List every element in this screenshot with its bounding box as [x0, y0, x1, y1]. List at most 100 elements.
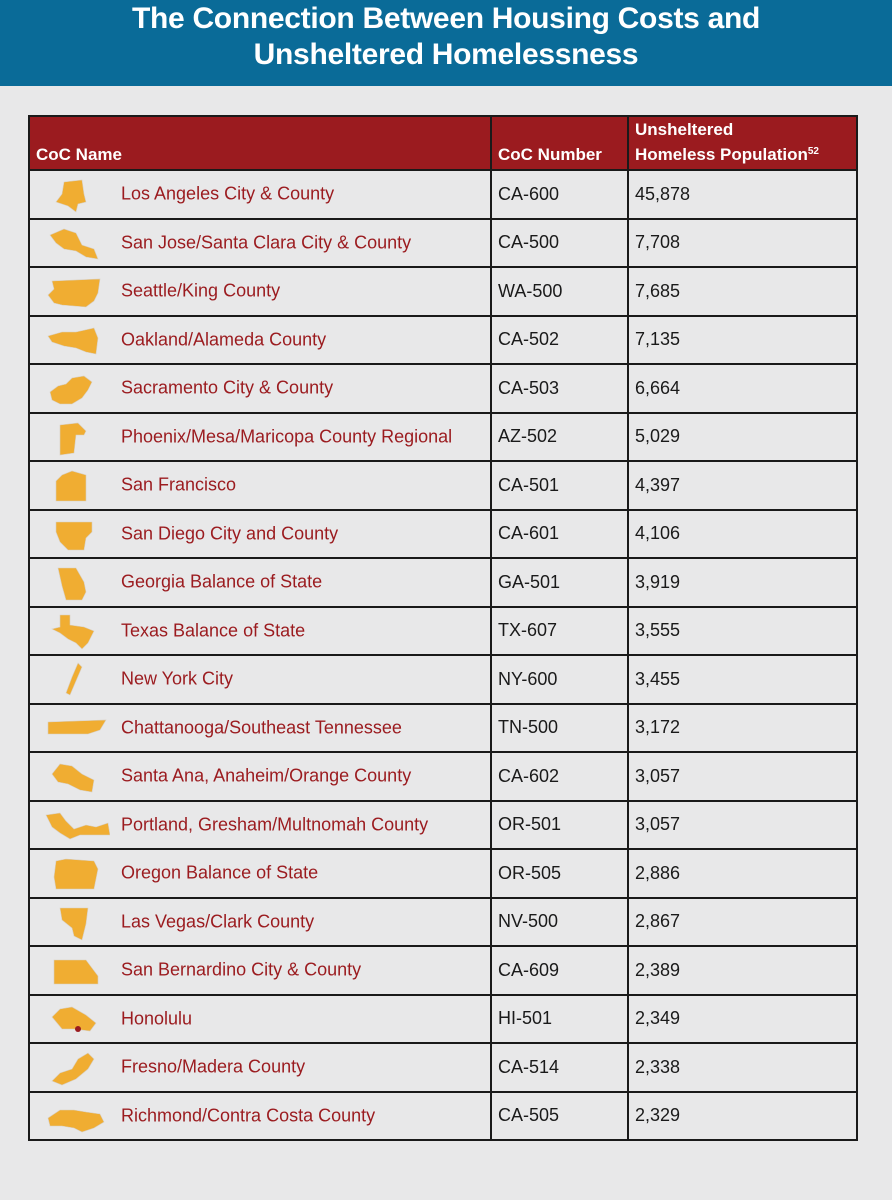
- table-row: Las Vegas/Clark County NV-500 2,867: [28, 896, 858, 947]
- coc-number: OR-505: [490, 848, 629, 899]
- coc-number: CA-500: [490, 217, 629, 268]
- coc-name-cell: San Bernardino City & County: [28, 945, 492, 996]
- table-row: Richmond/Contra Costa County CA-505 2,329: [28, 1090, 858, 1141]
- header-coc-number: CoC Number: [490, 115, 629, 171]
- oahu-shape-icon: [42, 999, 110, 1039]
- coc-name-cell: Texas Balance of State: [28, 605, 492, 656]
- unsheltered-population: 3,555: [627, 605, 858, 656]
- coc-name-cell: Georgia Balance of State: [28, 557, 492, 608]
- santa-clara-county-shape-icon: [42, 223, 110, 263]
- table-row: Los Angeles City & County CA-600 45,878: [28, 169, 858, 220]
- texas-shape-icon: [42, 611, 110, 651]
- coc-name-cell: Fresno/Madera County: [28, 1042, 492, 1093]
- unsheltered-population: 6,664: [627, 363, 858, 414]
- unsheltered-population: 4,397: [627, 460, 858, 511]
- table-row: Seattle/King County WA-500 7,685: [28, 266, 858, 317]
- coc-name: Seattle/King County: [121, 280, 281, 301]
- los-angeles-county-shape-icon: [42, 174, 110, 214]
- coc-name: Phoenix/Mesa/Maricopa County Regional: [121, 426, 453, 447]
- table-row: Fresno/Madera County CA-514 2,338: [28, 1042, 858, 1093]
- coc-name-cell: Phoenix/Mesa/Maricopa County Regional: [28, 411, 492, 462]
- new-york-city-shape-icon: [42, 659, 110, 699]
- coc-number: CA-514: [490, 1042, 629, 1093]
- coc-name-cell: San Diego City and County: [28, 508, 492, 559]
- coc-name-cell: Oakland/Alameda County: [28, 314, 492, 365]
- unsheltered-population: 5,029: [627, 411, 858, 462]
- table-row: San Francisco CA-501 4,397: [28, 460, 858, 511]
- coc-number: CA-601: [490, 508, 629, 559]
- coc-name: Georgia Balance of State: [121, 571, 323, 592]
- coc-name: New York City: [121, 668, 234, 689]
- coc-number: WA-500: [490, 266, 629, 317]
- title-line-2: Unsheltered Homelessness: [253, 38, 639, 71]
- coc-number: CA-602: [490, 751, 629, 802]
- coc-number: AZ-502: [490, 411, 629, 462]
- unsheltered-population: 3,919: [627, 557, 858, 608]
- coc-number: HI-501: [490, 993, 629, 1044]
- coc-name: Oakland/Alameda County: [121, 329, 327, 350]
- unsheltered-population: 2,886: [627, 848, 858, 899]
- title-banner: The Connection Between Housing Costs and…: [0, 0, 892, 86]
- coc-name-cell: San Jose/Santa Clara City & County: [28, 217, 492, 268]
- page-title: The Connection Between Housing Costs and…: [0, 0, 892, 73]
- table-row: San Jose/Santa Clara City & County CA-500…: [28, 217, 858, 268]
- unsheltered-population: 2,349: [627, 993, 858, 1044]
- coc-name-cell: Portland, Gresham/Multnomah County: [28, 799, 492, 850]
- king-county-shape-icon: [42, 271, 110, 311]
- coc-name-cell: Chattanooga/Southeast Tennessee: [28, 702, 492, 753]
- table-row: Georgia Balance of State GA-501 3,919: [28, 557, 858, 608]
- orange-county-shape-icon: [42, 756, 110, 796]
- header-unsheltered-population: Unsheltered Homeless Population52: [627, 115, 858, 171]
- table-row: Santa Ana, Anaheim/Orange County CA-602 3,…: [28, 751, 858, 802]
- table-row: San Diego City and County CA-601 4,106: [28, 508, 858, 559]
- table-row: San Bernardino City & County CA-609 2,389: [28, 945, 858, 996]
- table-row: Phoenix/Mesa/Maricopa County Regional AZ-…: [28, 411, 858, 462]
- unsheltered-population: 7,135: [627, 314, 858, 365]
- contra-costa-county-shape-icon: [42, 1096, 110, 1136]
- coc-name-cell: New York City: [28, 654, 492, 705]
- coc-number: CA-502: [490, 314, 629, 365]
- unsheltered-population: 2,338: [627, 1042, 858, 1093]
- coc-number: NY-600: [490, 654, 629, 705]
- coc-number: CA-600: [490, 169, 629, 220]
- header-population-line-2: Homeless Population: [635, 145, 808, 164]
- coc-table: CoC Name CoC Number Unsheltered Homeless…: [28, 115, 858, 1141]
- coc-name-cell: Sacramento City & County: [28, 363, 492, 414]
- coc-name: San Francisco: [121, 474, 237, 495]
- coc-name-cell: Las Vegas/Clark County: [28, 896, 492, 947]
- header-coc-name: CoC Name: [28, 115, 492, 171]
- title-line-1: The Connection Between Housing Costs and: [131, 2, 761, 35]
- coc-name: Richmond/Contra Costa County: [121, 1105, 376, 1126]
- coc-name: Los Angeles City & County: [121, 183, 335, 204]
- oregon-shape-icon: [42, 853, 110, 893]
- coc-number: TX-607: [490, 605, 629, 656]
- coc-name: Santa Ana, Anaheim/Orange County: [121, 765, 412, 786]
- table-row: Portland, Gresham/Multnomah County OR-501…: [28, 799, 858, 850]
- san-bernardino-county-shape-icon: [42, 950, 110, 990]
- coc-number: CA-501: [490, 460, 629, 511]
- coc-name: Honolulu: [121, 1008, 193, 1029]
- coc-name-cell: Los Angeles City & County: [28, 169, 492, 220]
- table-header-row: CoC Name CoC Number Unsheltered Homeless…: [28, 115, 858, 171]
- coc-number: OR-501: [490, 799, 629, 850]
- sacramento-county-shape-icon: [42, 368, 110, 408]
- coc-name: Oregon Balance of State: [121, 862, 319, 883]
- coc-number: CA-503: [490, 363, 629, 414]
- header-population-line-1: Unsheltered: [635, 120, 734, 139]
- unsheltered-population: 3,057: [627, 751, 858, 802]
- coc-name-cell: Seattle/King County: [28, 266, 492, 317]
- unsheltered-population: 2,389: [627, 945, 858, 996]
- unsheltered-population: 4,106: [627, 508, 858, 559]
- unsheltered-population: 3,057: [627, 799, 858, 850]
- table-body: Los Angeles City & County CA-600 45,878 San…: [28, 169, 858, 1141]
- footnote-marker: 52: [807, 146, 819, 157]
- table-row: Sacramento City & County CA-503 6,664: [28, 363, 858, 414]
- tennessee-shape-icon: [42, 708, 110, 748]
- table-row: Oakland/Alameda County CA-502 7,135: [28, 314, 858, 365]
- coc-name: San Diego City and County: [121, 523, 339, 544]
- unsheltered-population: 7,685: [627, 266, 858, 317]
- coc-name-cell: Richmond/Contra Costa County: [28, 1090, 492, 1141]
- georgia-shape-icon: [42, 562, 110, 602]
- table-row: New York City NY-600 3,455: [28, 654, 858, 705]
- table-row: Chattanooga/Southeast Tennessee TN-500 3,1…: [28, 702, 858, 753]
